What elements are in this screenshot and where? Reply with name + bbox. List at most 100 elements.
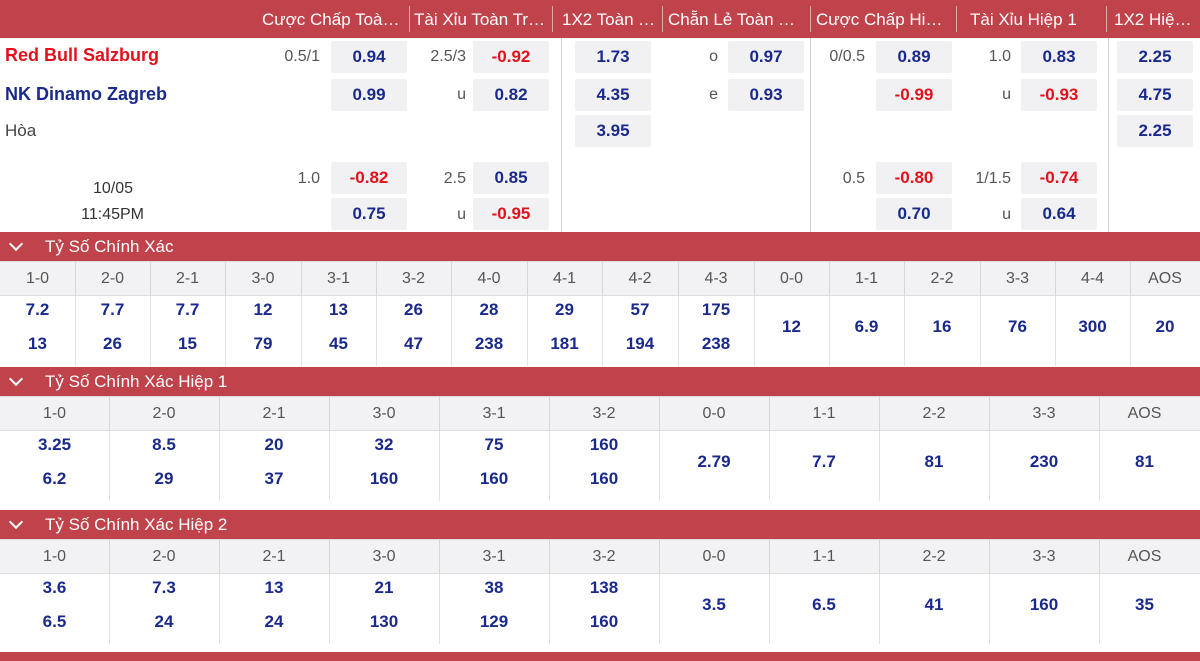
odds-cell[interactable]: 4.35 — [575, 79, 651, 111]
odds-value[interactable]: 38 — [484, 578, 504, 597]
correct-score-header[interactable]: Tỷ Số Chính Xác — [0, 232, 1200, 261]
odds-value[interactable]: 129 — [479, 612, 509, 631]
score-odds-cell[interactable]: 7.3 24 — [109, 574, 219, 644]
chevron-down-icon[interactable] — [8, 371, 24, 387]
odds-value[interactable]: 8.5 — [152, 435, 176, 454]
score-odds-cell[interactable]: 28 238 — [451, 296, 527, 366]
odds-cell[interactable]: 0.99 — [331, 79, 407, 111]
odds-value[interactable]: 26 — [404, 300, 423, 319]
col-1x2-ft[interactable]: 1X2 Toàn Trận — [562, 10, 662, 29]
odds-value[interactable]: 7.3 — [152, 578, 176, 597]
score-odds-cell[interactable]: 81 — [879, 431, 989, 501]
score-odds-cell[interactable]: 3.5 — [659, 574, 769, 644]
odds-value[interactable]: 76 — [1008, 317, 1027, 336]
score-odds-cell[interactable]: 160 160 — [549, 431, 659, 501]
score-odds-cell[interactable]: 138 160 — [549, 574, 659, 644]
odds-value[interactable]: 45 — [329, 334, 348, 353]
chevron-down-icon[interactable] — [8, 236, 24, 252]
odds-value[interactable]: 160 — [369, 469, 399, 488]
odds-cell[interactable]: 0.89 — [876, 41, 952, 73]
odds-value[interactable]: 6.9 — [854, 317, 879, 336]
odds-value[interactable]: 41 — [924, 595, 944, 614]
correct-score-h2-header[interactable]: Tỷ Số Chính Xác Hiệp 2 — [0, 510, 1200, 539]
odds-value[interactable]: 24 — [264, 612, 284, 631]
odds-cell[interactable]: 0.64 — [1021, 198, 1097, 230]
odds-cell[interactable]: -0.74 — [1021, 162, 1097, 194]
odds-value[interactable]: 13 — [329, 300, 348, 319]
odds-value[interactable]: 138 — [589, 578, 619, 597]
score-odds-cell[interactable]: 29 181 — [527, 296, 602, 366]
odds-cell[interactable]: 4.75 — [1117, 79, 1193, 111]
odds-value[interactable]: 29 — [555, 300, 574, 319]
score-odds-cell[interactable]: 175 238 — [678, 296, 754, 366]
score-odds-cell[interactable]: 2.79 — [659, 431, 769, 501]
odds-cell[interactable]: 3.95 — [575, 115, 651, 147]
odds-cell[interactable]: 0.97 — [728, 41, 804, 73]
score-odds-cell[interactable]: 230 — [989, 431, 1099, 501]
col-handicap-h1[interactable]: Cược Chấp Hiệp 1 — [816, 10, 950, 29]
odds-cell[interactable]: -0.93 — [1021, 79, 1097, 111]
odds-cell[interactable]: 1.73 — [575, 41, 651, 73]
odds-value[interactable]: 81 — [1135, 452, 1154, 471]
odds-value[interactable]: 12 — [782, 317, 801, 336]
col-1x2-h1[interactable]: 1X2 Hiệp 1 — [1114, 10, 1199, 29]
score-odds-cell[interactable]: 75 160 — [439, 431, 549, 501]
odds-cell[interactable]: 0.85 — [473, 162, 549, 194]
score-odds-cell[interactable]: 16 — [904, 296, 980, 366]
col-overunder-ft[interactable]: Tài Xỉu Toàn Trận — [414, 10, 547, 29]
odds-value[interactable]: 15 — [178, 334, 197, 353]
col-oddeven-ft[interactable]: Chẵn Lẻ Toàn Trận — [668, 10, 806, 29]
col-handicap-ft[interactable]: Cược Chấp Toàn Trận — [262, 10, 408, 29]
odds-cell[interactable]: 0.82 — [473, 79, 549, 111]
odds-cell[interactable]: -0.99 — [876, 79, 952, 111]
score-odds-cell[interactable]: 35 — [1099, 574, 1190, 644]
score-odds-cell[interactable]: 32 160 — [329, 431, 439, 501]
odds-value[interactable]: 26 — [103, 334, 122, 353]
score-odds-cell[interactable]: 57 194 — [602, 296, 678, 366]
score-odds-cell[interactable]: 81 — [1099, 431, 1190, 501]
score-odds-cell[interactable]: 7.2 13 — [0, 296, 75, 366]
odds-value[interactable]: 194 — [625, 334, 655, 353]
odds-cell[interactable]: 0.70 — [876, 198, 952, 230]
odds-value[interactable]: 160 — [589, 612, 619, 631]
odds-cell[interactable]: 0.93 — [728, 79, 804, 111]
odds-value[interactable]: 160 — [589, 435, 619, 454]
odds-value[interactable]: 29 — [154, 469, 174, 488]
odds-value[interactable]: 12 — [253, 300, 273, 319]
odds-cell[interactable]: 0.83 — [1021, 41, 1097, 73]
score-odds-cell[interactable]: 7.7 15 — [150, 296, 225, 366]
odds-cell[interactable]: -0.92 — [473, 41, 549, 73]
odds-value[interactable]: 13 — [28, 334, 47, 353]
correct-score-h1-header[interactable]: Tỷ Số Chính Xác Hiệp 1 — [0, 367, 1200, 396]
odds-value[interactable]: 160 — [589, 469, 619, 488]
score-odds-cell[interactable]: 8.5 29 — [109, 431, 219, 501]
score-odds-cell[interactable]: 160 — [989, 574, 1099, 644]
odds-value[interactable]: 181 — [550, 334, 579, 353]
score-odds-cell[interactable]: 6.9 — [829, 296, 904, 366]
score-odds-cell[interactable]: 26 47 — [376, 296, 451, 366]
odds-value[interactable]: 6.5 — [812, 595, 836, 614]
score-odds-cell[interactable]: 12 79 — [225, 296, 301, 366]
score-odds-cell[interactable]: 21 130 — [329, 574, 439, 644]
odds-value[interactable]: 13 — [264, 578, 284, 597]
odds-value[interactable]: 81 — [924, 452, 944, 471]
score-odds-cell[interactable]: 7.7 — [769, 431, 879, 501]
odds-value[interactable]: 7.7 — [812, 452, 836, 471]
odds-cell[interactable]: -0.95 — [473, 198, 549, 230]
odds-value[interactable]: 230 — [1029, 452, 1059, 471]
odds-cell[interactable]: 0.94 — [331, 41, 407, 73]
score-odds-cell[interactable]: 12 — [754, 296, 829, 366]
odds-value[interactable]: 28 — [479, 300, 499, 319]
score-odds-cell[interactable]: 3.6 6.5 — [0, 574, 109, 644]
score-odds-cell[interactable]: 41 — [879, 574, 989, 644]
odds-value[interactable]: 20 — [1155, 317, 1175, 336]
score-odds-cell[interactable]: 20 — [1130, 296, 1200, 366]
odds-value[interactable]: 6.5 — [42, 612, 67, 631]
odds-value[interactable]: 7.7 — [175, 300, 200, 319]
score-odds-cell[interactable]: 3.25 6.2 — [0, 431, 109, 501]
odds-cell[interactable]: -0.82 — [331, 162, 407, 194]
away-team-name[interactable]: NK Dinamo Zagreb — [5, 84, 168, 104]
odds-value[interactable]: 24 — [154, 612, 174, 631]
odds-value[interactable]: 35 — [1135, 595, 1154, 614]
odds-value[interactable]: 7.7 — [100, 300, 125, 319]
